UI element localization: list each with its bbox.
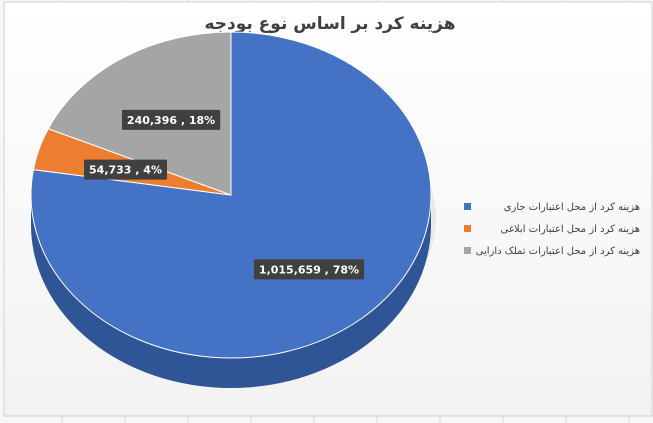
data-label: 240,396 , 18% <box>127 114 215 127</box>
data-label-box <box>121 109 221 130</box>
pie <box>30 31 432 388</box>
data-label: 54,733 , 4% <box>89 164 162 177</box>
data-label-box <box>253 259 365 280</box>
legend-label: هزینه کرد از محل اعتبارات جاری <box>504 202 640 213</box>
legend-label: هزینه کرد از محل اعتبارات ابلاغی <box>500 224 640 235</box>
pie-side <box>31 195 431 388</box>
legend-swatch <box>464 203 471 210</box>
legend: هزینه کرد از محل اعتبارات جاری هزینه کرد … <box>464 202 640 257</box>
chart-title: هزینه کرد بر اساس نوع بودجه <box>204 14 455 34</box>
data-label-box <box>84 159 167 180</box>
data-labels: 1,015,659 , 78% 54,733 , 4% 240,396 , 18% <box>84 109 365 280</box>
legend-swatch <box>464 225 471 232</box>
data-label: 1,015,659 , 78% <box>259 263 359 276</box>
legend-swatch <box>464 247 471 254</box>
legend-label: هزینه کرد از محل اعتبارات تملک دارایی <box>476 246 640 257</box>
